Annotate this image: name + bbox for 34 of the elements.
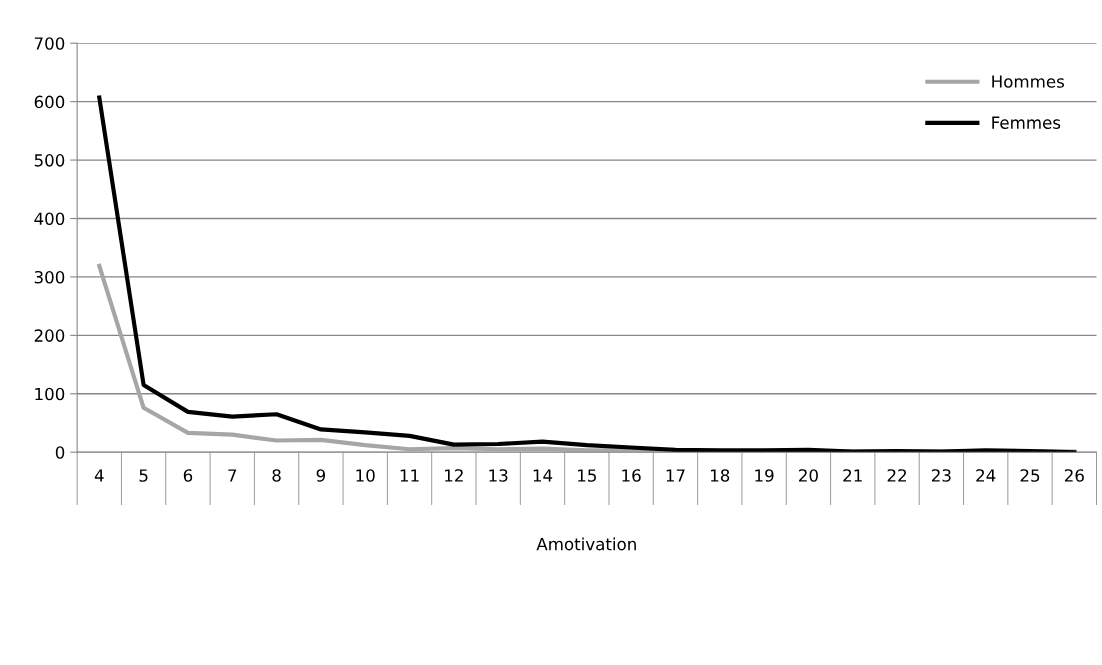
x-tick-label: 25 bbox=[1020, 469, 1040, 482]
x-tick-label: 23 bbox=[931, 469, 951, 482]
x-tick-label: 18 bbox=[711, 469, 730, 482]
x-tick-label: 26 bbox=[1064, 469, 1084, 482]
x-tick-label: 11 bbox=[400, 469, 419, 482]
y-tick-label: 200 bbox=[34, 329, 65, 342]
y-tick-label: 0 bbox=[55, 446, 65, 459]
y-tick-label: 700 bbox=[34, 37, 65, 50]
y-tick-label: 300 bbox=[34, 270, 65, 284]
x-tick-label: 8 bbox=[272, 469, 281, 482]
x-tick-label: 19 bbox=[755, 469, 774, 482]
x-tick-label: 22 bbox=[887, 469, 906, 482]
y-tick-label: 100 bbox=[35, 387, 65, 401]
x-tick-label: 5 bbox=[139, 469, 148, 482]
x-tick-label: 13 bbox=[489, 469, 508, 482]
x-tick-label: 4 bbox=[94, 469, 104, 482]
x-tick-label: 20 bbox=[799, 469, 818, 482]
x-tick-label: 16 bbox=[622, 469, 641, 482]
x-tick-label: 6 bbox=[183, 469, 193, 482]
x-axis-title: Amotivation bbox=[536, 537, 636, 551]
x-tick-label: 21 bbox=[843, 469, 862, 482]
x-tick-label: 10 bbox=[356, 469, 375, 482]
legend-label: Hommes bbox=[992, 75, 1065, 88]
y-tick-label: 500 bbox=[34, 154, 65, 167]
x-tick-label: 15 bbox=[578, 469, 596, 482]
x-tick-label: 17 bbox=[666, 469, 685, 482]
y-tick-label: 600 bbox=[34, 95, 65, 109]
x-tick-label: 12 bbox=[445, 469, 463, 482]
x-tick-label: 14 bbox=[533, 469, 553, 482]
legend-label: Femmes bbox=[992, 116, 1061, 129]
y-tick-label: 400 bbox=[34, 212, 65, 226]
x-tick-label: 9 bbox=[316, 469, 326, 482]
x-tick-label: 24 bbox=[976, 469, 996, 482]
x-tick-label: 7 bbox=[228, 469, 237, 482]
